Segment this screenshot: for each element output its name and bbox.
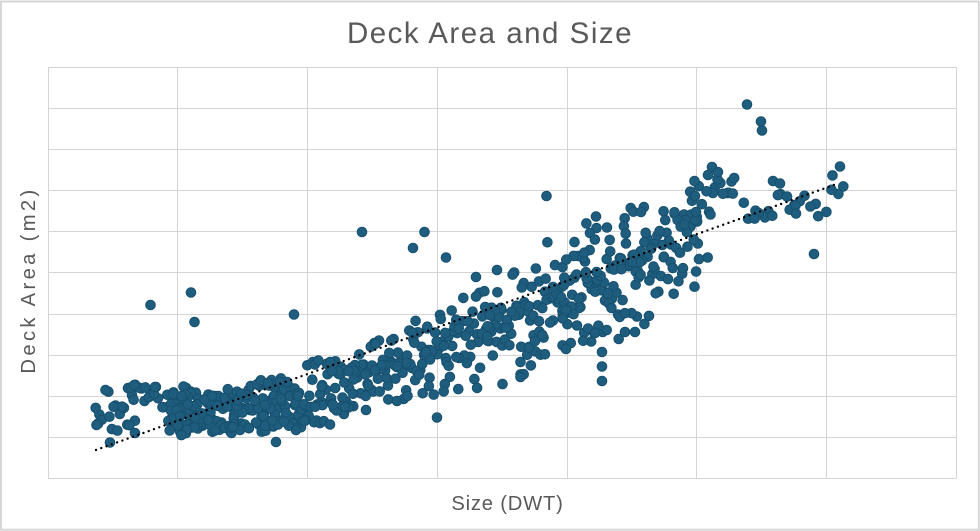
svg-text:Deck Area (m2): Deck Area (m2)	[18, 186, 40, 373]
svg-text:Size (DWT): Size (DWT)	[451, 493, 563, 515]
svg-text:Deck Area and Size: Deck Area and Size	[347, 17, 633, 50]
